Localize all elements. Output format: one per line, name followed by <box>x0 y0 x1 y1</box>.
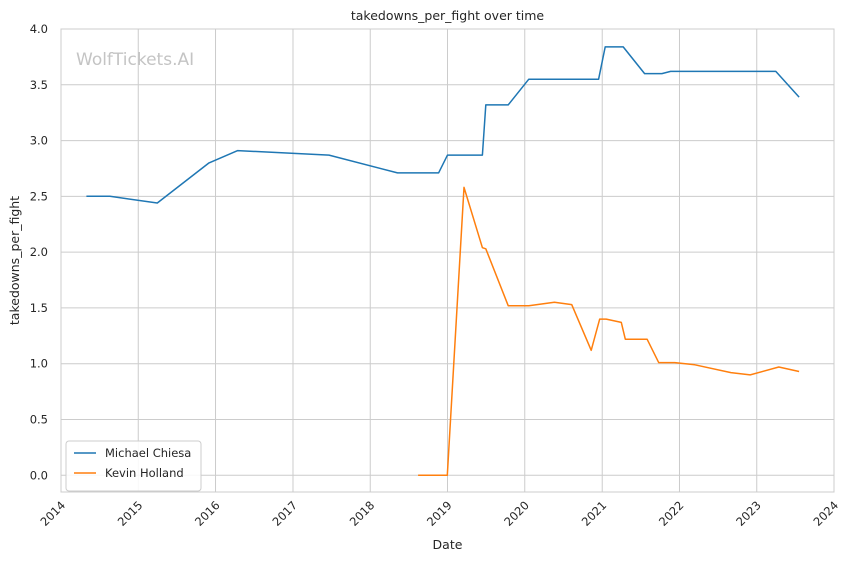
legend-label: Kevin Holland <box>105 466 184 480</box>
y-tick-label: 4.0 <box>30 22 48 36</box>
legend: Michael Chiesa Kevin Holland <box>65 440 202 492</box>
y-axis-label: takedowns_per_fight <box>7 196 22 325</box>
y-tick-label: 1.0 <box>30 357 48 371</box>
y-tick-label: 3.5 <box>30 78 48 92</box>
chart-title: takedowns_per_fight over time <box>351 8 545 23</box>
x-axis-label: Date <box>433 537 463 552</box>
y-tick-label: 2.5 <box>30 189 48 203</box>
watermark-text: WolfTickets.AI <box>76 50 194 70</box>
y-tick-label: 0.5 <box>30 412 48 426</box>
y-tick-label: 1.5 <box>30 301 48 315</box>
series-line-kevin-holland <box>418 186 800 477</box>
y-tick-label: 2.0 <box>30 245 48 259</box>
y-tick-labels: 0.0 0.5 1.0 1.5 2.0 2.5 3.0 3.5 4.0 <box>30 22 48 482</box>
series-lines <box>86 46 800 477</box>
legend-box <box>65 440 202 492</box>
y-tick-label: 0.0 <box>30 468 48 482</box>
legend-label: Michael Chiesa <box>105 446 191 460</box>
series-line-michael-chiesa <box>86 46 800 204</box>
y-tick-label: 3.0 <box>30 134 48 148</box>
plot-frame <box>60 28 835 493</box>
